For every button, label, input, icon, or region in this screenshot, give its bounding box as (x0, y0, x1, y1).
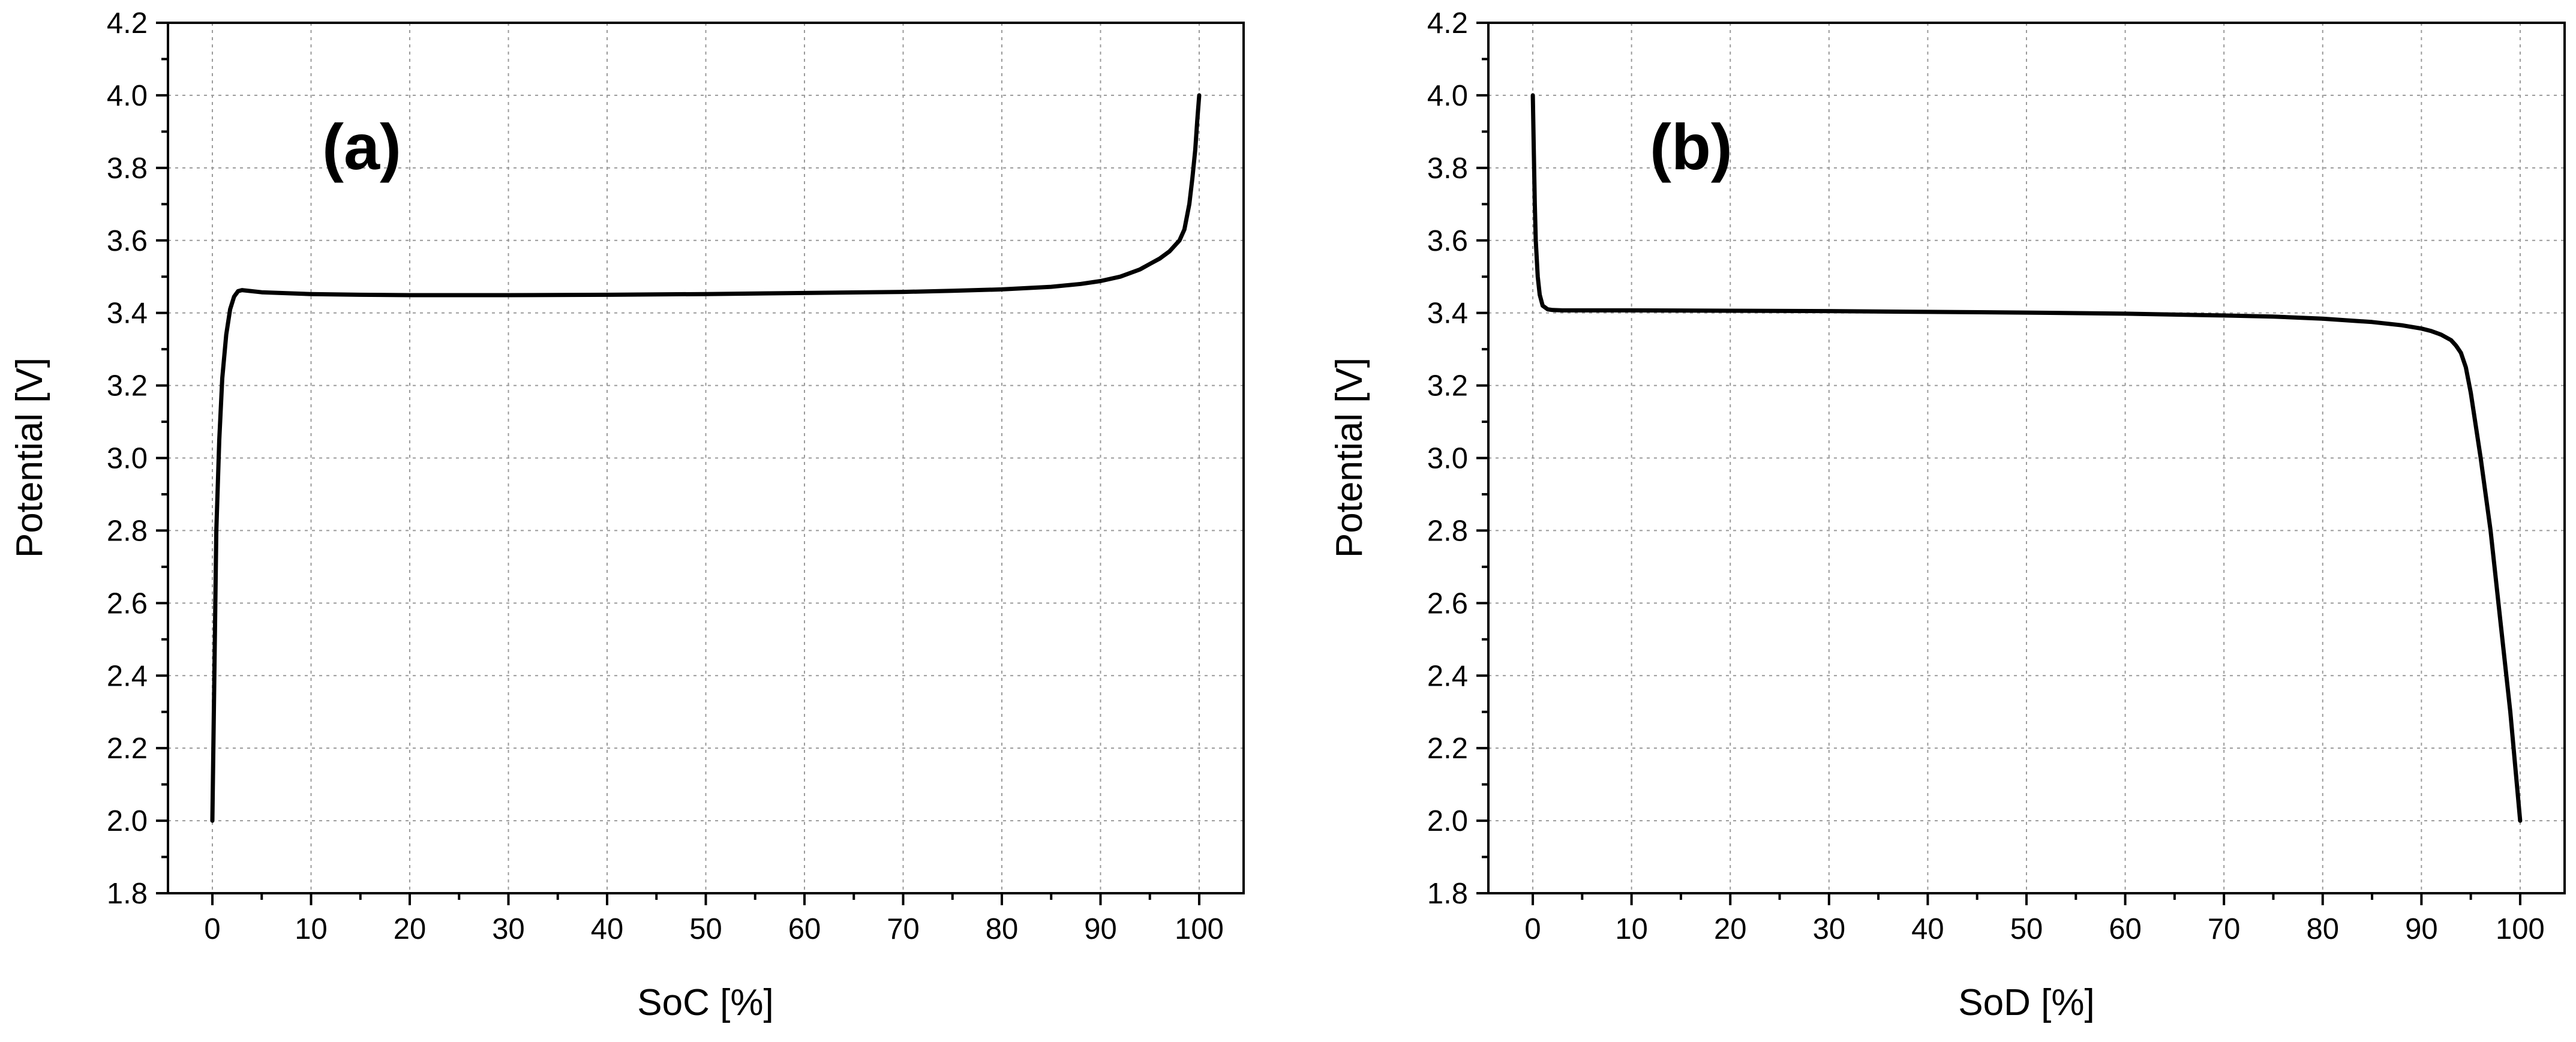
panel-b-y-tick-label: 3.4 (1427, 298, 1468, 330)
panel-b-x-tick-label: 40 (1911, 913, 1944, 945)
panel-b-y-tick-label: 4.0 (1427, 80, 1468, 112)
panel-a-label: (a) (322, 110, 401, 183)
panel-a-x-tick-label: 60 (788, 913, 821, 945)
panel-a-y-tick-label: 3.6 (107, 225, 148, 257)
panel-b-x-tick-label: 0 (1524, 913, 1541, 945)
panel-b-x-tick-label: 90 (2405, 913, 2438, 945)
panel-a-y-tick-label: 2.2 (107, 732, 148, 765)
panel-b-y-tick-label: 3.0 (1427, 443, 1468, 475)
panel-b-y-tick-label: 2.2 (1427, 732, 1468, 765)
panel-a-x-tick-label: 100 (1175, 913, 1224, 945)
panel-a-x-tick-label: 90 (1084, 913, 1117, 945)
panel-a-potential-curve (210, 93, 1202, 823)
panel-b-y-axis-label: Potential [V] (1329, 358, 1370, 558)
panel-b-y-tick-label: 3.6 (1427, 225, 1468, 257)
panel-a-x-tick-label: 10 (295, 913, 328, 945)
panel-a-y-tick-label: 1.8 (107, 878, 148, 910)
panel-a-y-tick-label: 3.8 (107, 152, 148, 185)
panel-a-x-tick-label: 80 (986, 913, 1019, 945)
panel-a-y-tick-label: 4.2 (107, 7, 148, 40)
panel-a-y-tick-label: 3.2 (107, 370, 148, 403)
panel-b-x-tick-label: 20 (1714, 913, 1747, 945)
panel-b-y-tick-label: 2.4 (1427, 660, 1468, 692)
panel-a-y-tick-label: 2.4 (107, 660, 148, 692)
panel-b-discharge-curve: (b) SoD [%] Potential [V] 0 10 20 30 40 50 60 7… (1329, 7, 2566, 1023)
panel-b-y-tick-label: 1.8 (1427, 878, 1468, 910)
panel-a-y-tick-label: 2.8 (107, 515, 148, 547)
panel-a-y-tick-label: 2.0 (107, 805, 148, 837)
panel-b-label: (b) (1650, 110, 1733, 183)
panel-b-x-tick-label: 60 (2109, 913, 2142, 945)
panel-b-x-tick-label: 50 (2010, 913, 2043, 945)
panel-b-y-tick-label: 3.8 (1427, 152, 1468, 185)
panel-a-x-tick-label: 70 (887, 913, 920, 945)
panel-b-x-tick-label: 10 (1615, 913, 1648, 945)
panel-a-charge-curve: (a) SoC [%] Potential [V] 0 10 20 30 40 50 60 7… (9, 7, 1245, 1023)
panel-b-y-tick-label: 4.2 (1427, 7, 1468, 40)
panel-a-x-tick-label: 50 (689, 913, 722, 945)
panel-b-y-tick-label: 2.8 (1427, 515, 1468, 547)
panel-a-x-tick-label: 20 (394, 913, 427, 945)
panel-b-x-tick-label: 80 (2307, 913, 2340, 945)
panel-a-x-tick-label: 0 (204, 913, 220, 945)
panel-b-x-tick-label: 30 (1813, 913, 1846, 945)
panel-a-y-tick-label: 4.0 (107, 80, 148, 112)
panel-b-y-tick-label: 2.6 (1427, 587, 1468, 620)
panel-b-x-axis-label: SoD [%] (1958, 982, 2094, 1023)
panel-a-x-tick-label: 30 (492, 913, 525, 945)
panel-a-x-axis-label: SoC [%] (637, 982, 773, 1023)
panel-b-potential-curve (1530, 93, 2523, 823)
panel-a-y-tick-label: 2.6 (107, 587, 148, 620)
panel-a-y-tick-label: 3.0 (107, 443, 148, 475)
panel-a-gridlines (168, 23, 1244, 893)
panel-b-x-tick-label: 70 (2208, 913, 2241, 945)
panel-a-x-tick-label: 40 (591, 913, 624, 945)
panel-a-y-tick-label: 3.4 (107, 298, 148, 330)
panel-b-x-tick-label: 100 (2496, 913, 2545, 945)
panel-b-y-tick-label: 2.0 (1427, 805, 1468, 837)
panel-a-y-axis-label: Potential [V] (9, 358, 50, 558)
panel-b-y-tick-label: 3.2 (1427, 370, 1468, 403)
